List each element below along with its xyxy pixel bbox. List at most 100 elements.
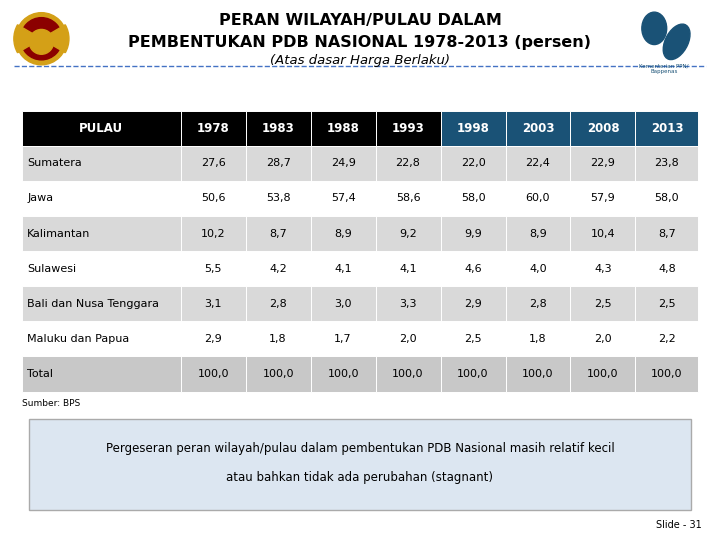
Text: 100,0: 100,0 xyxy=(328,369,359,379)
Bar xyxy=(505,216,570,251)
Text: 4,6: 4,6 xyxy=(464,264,482,274)
Text: PULAU: PULAU xyxy=(79,122,123,135)
Wedge shape xyxy=(14,25,42,53)
Bar xyxy=(376,111,441,146)
Text: 2,0: 2,0 xyxy=(400,334,417,344)
Text: 2,8: 2,8 xyxy=(269,299,287,309)
Text: 2,5: 2,5 xyxy=(594,299,612,309)
Bar xyxy=(310,216,376,251)
Bar xyxy=(22,321,181,356)
Text: 3,1: 3,1 xyxy=(204,299,222,309)
Bar xyxy=(570,111,636,146)
Bar xyxy=(570,181,636,216)
Bar xyxy=(636,321,698,356)
Text: 22,4: 22,4 xyxy=(526,158,550,168)
Text: 2,9: 2,9 xyxy=(464,299,482,309)
Bar xyxy=(376,251,441,286)
Bar xyxy=(570,146,636,181)
Text: 2,2: 2,2 xyxy=(658,334,676,344)
Bar xyxy=(570,251,636,286)
Text: 8,7: 8,7 xyxy=(269,228,287,239)
Text: 2003: 2003 xyxy=(522,122,554,135)
Bar xyxy=(441,146,505,181)
Text: (Atas dasar Harga Berlaku): (Atas dasar Harga Berlaku) xyxy=(270,54,450,67)
Text: 100,0: 100,0 xyxy=(588,369,618,379)
Bar xyxy=(376,356,441,392)
Bar xyxy=(505,111,570,146)
Text: 22,9: 22,9 xyxy=(590,158,616,168)
Text: 27,6: 27,6 xyxy=(201,158,225,168)
Text: 2013: 2013 xyxy=(651,122,683,135)
Text: Bappenas: Bappenas xyxy=(650,69,678,73)
Text: 23,8: 23,8 xyxy=(654,158,679,168)
Bar xyxy=(570,216,636,251)
Text: Slide - 31: Slide - 31 xyxy=(656,520,702,530)
Bar xyxy=(22,216,181,251)
Text: 60,0: 60,0 xyxy=(526,193,550,204)
Text: 24,9: 24,9 xyxy=(330,158,356,168)
Text: 10,2: 10,2 xyxy=(201,228,225,239)
Text: 100,0: 100,0 xyxy=(197,369,229,379)
Bar xyxy=(441,111,505,146)
Bar xyxy=(636,286,698,321)
Bar xyxy=(246,111,310,146)
Bar xyxy=(22,111,181,146)
Text: 1,8: 1,8 xyxy=(269,334,287,344)
Bar xyxy=(310,181,376,216)
Bar xyxy=(29,418,691,510)
Bar xyxy=(376,321,441,356)
Text: 2008: 2008 xyxy=(587,122,619,135)
Bar xyxy=(570,321,636,356)
Bar xyxy=(376,216,441,251)
Bar xyxy=(376,181,441,216)
Bar xyxy=(505,181,570,216)
Text: Sumber: BPS: Sumber: BPS xyxy=(22,399,80,408)
Text: Jawa: Jawa xyxy=(27,193,53,204)
Text: 4,2: 4,2 xyxy=(269,264,287,274)
Text: 4,0: 4,0 xyxy=(529,264,546,274)
Text: 5,5: 5,5 xyxy=(204,264,222,274)
Text: 1993: 1993 xyxy=(392,122,424,135)
Text: 100,0: 100,0 xyxy=(392,369,424,379)
Bar xyxy=(246,146,310,181)
Text: 22,8: 22,8 xyxy=(395,158,420,168)
Bar xyxy=(636,146,698,181)
Text: 2,5: 2,5 xyxy=(658,299,676,309)
Text: 58,0: 58,0 xyxy=(461,193,485,204)
Bar xyxy=(181,181,246,216)
Text: Kementerian PPN/: Kementerian PPN/ xyxy=(639,64,689,69)
Text: 100,0: 100,0 xyxy=(522,369,554,379)
Bar xyxy=(441,181,505,216)
Bar xyxy=(310,321,376,356)
Bar xyxy=(505,321,570,356)
Bar xyxy=(310,251,376,286)
Bar xyxy=(181,111,246,146)
Bar xyxy=(246,356,310,392)
Text: 50,6: 50,6 xyxy=(201,193,225,204)
Bar xyxy=(181,146,246,181)
Text: 9,2: 9,2 xyxy=(399,228,417,239)
Bar xyxy=(22,251,181,286)
Bar xyxy=(570,356,636,392)
Ellipse shape xyxy=(642,12,667,45)
Bar xyxy=(505,251,570,286)
Bar xyxy=(181,356,246,392)
Bar xyxy=(570,286,636,321)
Bar xyxy=(505,356,570,392)
Bar xyxy=(246,286,310,321)
Bar xyxy=(22,181,181,216)
Text: 9,9: 9,9 xyxy=(464,228,482,239)
Bar xyxy=(310,146,376,181)
Text: 2,0: 2,0 xyxy=(594,334,612,344)
Bar xyxy=(636,251,698,286)
Text: 100,0: 100,0 xyxy=(457,369,489,379)
Bar xyxy=(441,216,505,251)
Bar xyxy=(22,286,181,321)
Text: 4,1: 4,1 xyxy=(334,264,352,274)
Bar xyxy=(636,216,698,251)
Bar xyxy=(310,356,376,392)
Text: 4,8: 4,8 xyxy=(658,264,676,274)
Text: 3,0: 3,0 xyxy=(334,299,352,309)
Text: 28,7: 28,7 xyxy=(266,158,291,168)
Circle shape xyxy=(16,12,67,65)
